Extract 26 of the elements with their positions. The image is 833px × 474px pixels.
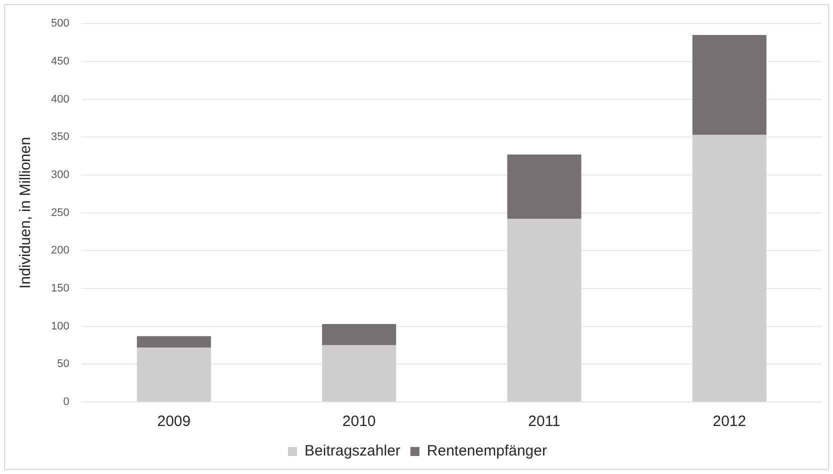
y-tick-label: 50 <box>57 358 70 370</box>
bar <box>507 154 582 219</box>
y-tick-label: 200 <box>50 244 70 257</box>
y-tick-label: 500 <box>50 18 70 30</box>
x-tick-label: 2010 <box>342 413 376 430</box>
y-tick-label: 350 <box>50 131 70 144</box>
legend-label: Beitragszahler <box>304 442 400 460</box>
y-tick-label: 100 <box>50 320 70 332</box>
bar <box>692 134 766 402</box>
x-tick-label: 2009 <box>157 413 191 430</box>
y-tick-label: 300 <box>50 168 70 181</box>
bar <box>322 324 396 346</box>
y-tick-label: 250 <box>50 206 70 219</box>
bar <box>136 336 211 348</box>
bar <box>322 345 396 402</box>
x-tick-label: 2011 <box>528 413 560 430</box>
y-axis-title: Individuen, in Millionen <box>17 136 34 289</box>
x-tick-label: 2012 <box>712 413 746 430</box>
legend-label: Rentenempfänger <box>426 442 547 460</box>
bar <box>507 218 582 402</box>
y-tick-label: 150 <box>50 282 70 295</box>
y-tick-label: 0 <box>63 396 70 408</box>
y-tick-label: 400 <box>50 93 70 106</box>
bar <box>692 34 766 135</box>
y-tick-label: 450 <box>50 55 70 68</box>
bar <box>136 348 211 402</box>
